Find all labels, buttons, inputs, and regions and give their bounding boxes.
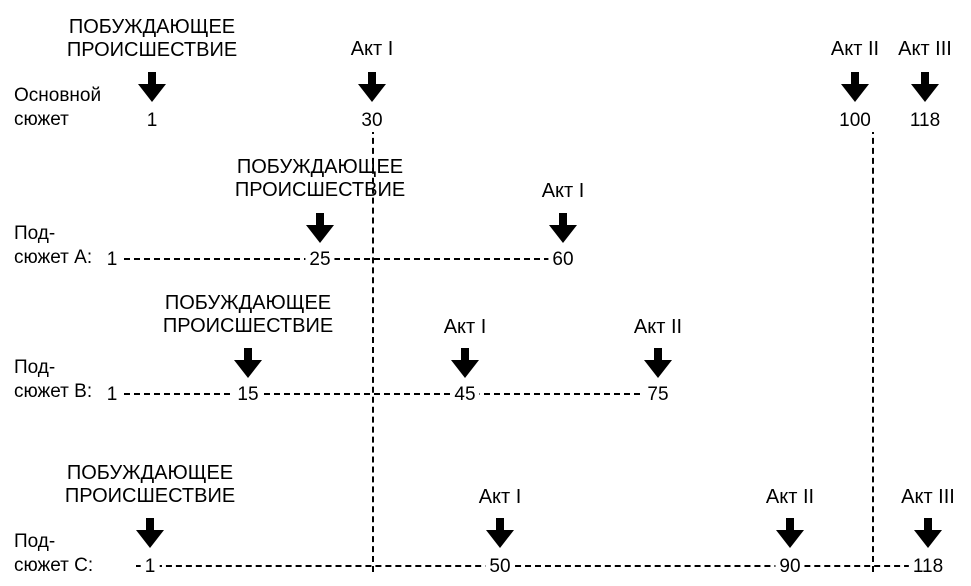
act-label-subC-act1: Акт I (479, 486, 522, 509)
diagram-canvas: Основнойсюжет ПОБУЖДАЮЩЕЕПРОИСШЕСТВИЕ 1 Акт… (0, 0, 971, 586)
down-arrow-icon (549, 213, 577, 243)
act-label-main-act2: Акт II (831, 38, 879, 61)
timeline-subB (104, 393, 670, 395)
num-subC-inciting: 1 (141, 556, 160, 578)
down-arrow-icon (451, 348, 479, 378)
num-main-act2: 100 (835, 110, 875, 132)
num-main-inciting: 1 (143, 110, 162, 132)
down-arrow-icon (486, 518, 514, 548)
num-subA-start: 1 (103, 249, 122, 271)
act-label-main-act1: Акт I (351, 38, 394, 61)
inciting-label-subA: ПОБУЖДАЮЩЕЕПРОИСШЕСТВИЕ (235, 156, 405, 202)
act-label-subA-act1: Акт I (542, 180, 585, 203)
down-arrow-icon (911, 72, 939, 102)
act-label-subB-act1: Акт I (444, 316, 487, 339)
down-arrow-icon (138, 72, 166, 102)
down-arrow-icon (841, 72, 869, 102)
num-subA-inciting: 25 (305, 249, 334, 271)
row-label-main: Основнойсюжет (14, 84, 101, 132)
num-main-act3: 118 (906, 110, 944, 132)
down-arrow-icon (644, 348, 672, 378)
down-arrow-icon (358, 72, 386, 102)
num-main-act1: 30 (357, 110, 386, 132)
num-subC-act2: 90 (775, 556, 804, 578)
num-subA-act1: 60 (548, 249, 577, 271)
row-label-subC: Под-сюжет С: (14, 530, 93, 578)
timeline-subA (104, 258, 570, 260)
down-arrow-icon (234, 348, 262, 378)
inciting-label-subC: ПОБУЖДАЮЩЕЕПРОИСШЕСТВИЕ (65, 462, 235, 508)
inciting-label-main: ПОБУЖДАЮЩЕЕПРОИСШЕСТВИЕ (67, 16, 237, 62)
num-subB-act1: 45 (450, 384, 479, 406)
timeline-subC (136, 565, 940, 567)
down-arrow-icon (914, 518, 942, 548)
inciting-label-subB: ПОБУЖДАЮЩЕЕПРОИСШЕСТВИЕ (163, 292, 333, 338)
down-arrow-icon (306, 213, 334, 243)
row-label-subB: Под-сюжет В: (14, 356, 92, 404)
act-label-subB-act2: Акт II (634, 316, 682, 339)
act-label-subC-act2: Акт II (766, 486, 814, 509)
num-subC-act1: 50 (485, 556, 514, 578)
act-label-subC-act3: Акт III (901, 486, 955, 509)
act-label-main-act3: Акт III (898, 38, 952, 61)
num-subC-act3: 118 (909, 556, 947, 578)
num-subB-inciting: 15 (233, 384, 262, 406)
down-arrow-icon (136, 518, 164, 548)
vertical-divider (872, 118, 874, 572)
down-arrow-icon (776, 518, 804, 548)
row-label-subA: Под-сюжет А: (14, 222, 92, 270)
num-subB-act2: 75 (643, 384, 672, 406)
num-subB-start: 1 (103, 384, 122, 406)
